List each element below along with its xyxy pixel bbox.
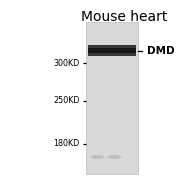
Text: DMD: DMD (147, 46, 175, 56)
Bar (88, 45, 136, 56)
Text: 300KD: 300KD (53, 59, 79, 68)
Bar (88, 48, 136, 53)
Bar (86, 22, 138, 174)
Text: 250KD: 250KD (53, 96, 79, 105)
Text: 180KD: 180KD (53, 139, 79, 148)
Ellipse shape (91, 155, 104, 159)
Ellipse shape (108, 155, 121, 159)
Text: Mouse heart: Mouse heart (81, 10, 167, 24)
